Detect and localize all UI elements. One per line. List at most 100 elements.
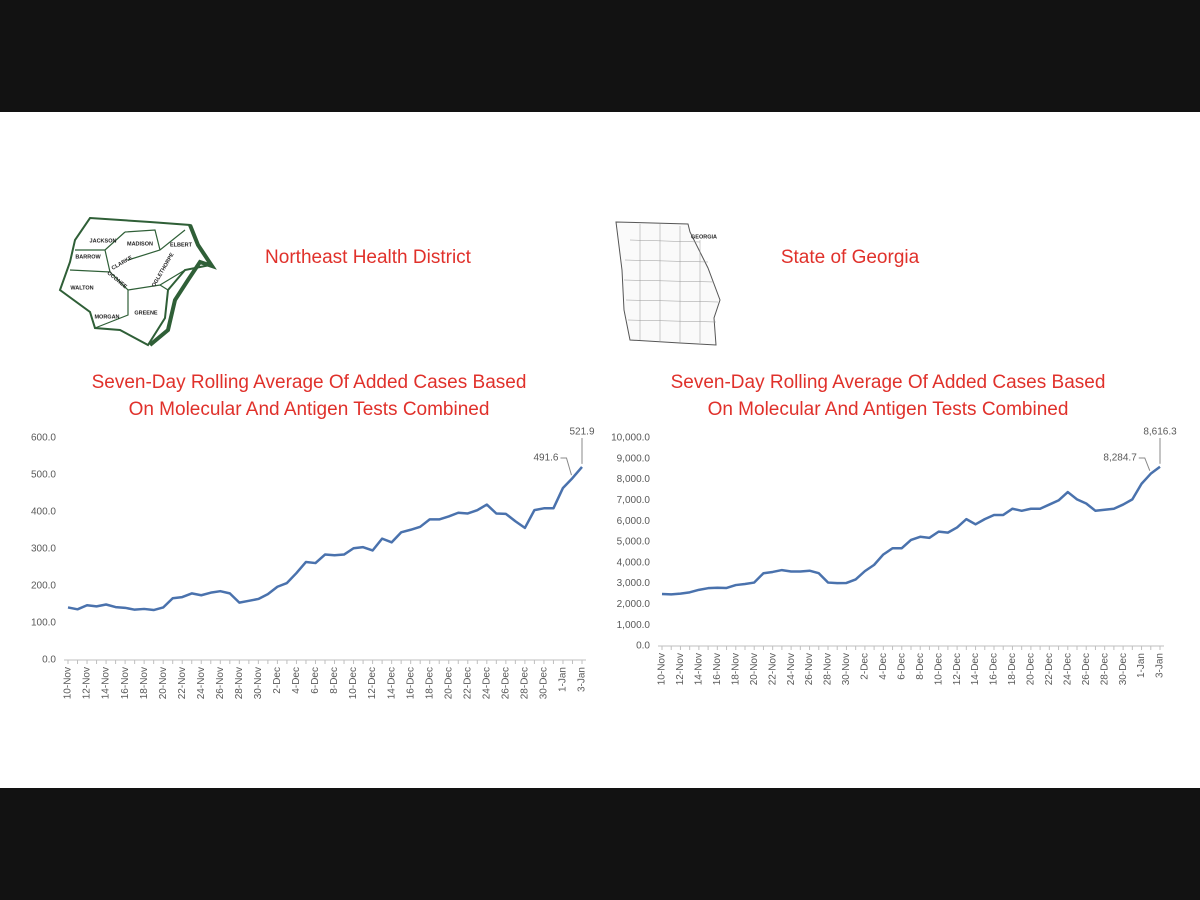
y-tick-label: 300.0 [31, 544, 56, 555]
x-tick-label: 26-Dec [500, 667, 511, 699]
y-tick-label: 0.0 [42, 655, 56, 666]
x-tick-label: 30-Nov [253, 667, 264, 699]
x-tick-label: 28-Dec [520, 667, 531, 699]
heading: State of Georgia [781, 247, 920, 268]
y-tick-label: 6,000.0 [617, 516, 651, 527]
y-tick-label: 500.0 [31, 470, 56, 481]
x-tick-label: 2-Dec [272, 667, 283, 694]
x-tick-label: 14-Nov [694, 653, 705, 685]
x-tick-label: 30-Dec [539, 667, 550, 699]
x-tick-label: 2-Dec [860, 653, 871, 680]
x-tick-label: 28-Nov [234, 667, 245, 699]
y-tick-label: 400.0 [31, 507, 56, 518]
y-tick-label: 100.0 [31, 618, 56, 629]
y-tick-label: 3,000.0 [617, 578, 651, 589]
y-tick-label: 0.0 [636, 641, 650, 652]
county-label: GREENE [134, 310, 158, 316]
chart-title: Seven-Day Rolling Average Of Added Cases… [92, 372, 527, 393]
series-line [67, 466, 583, 612]
x-tick-label: 14-Dec [386, 667, 397, 699]
district-map: JACKSON MADISON ELBERT BARROW CLARKE OCO… [58, 216, 217, 347]
x-tick-label: 6-Dec [310, 667, 321, 694]
x-tick-label: 16-Nov [120, 667, 131, 699]
x-tick-label: 24-Dec [481, 667, 492, 699]
x-tick-label: 14-Dec [970, 653, 981, 685]
chart: Seven-Day Rolling Average Of Added Cases… [611, 372, 1177, 685]
x-tick-label: 8-Dec [915, 653, 926, 680]
y-tick-label: 2,000.0 [617, 599, 651, 610]
georgia-map: GEORGIA [615, 221, 721, 346]
x-tick-label: 10-Dec [348, 667, 359, 699]
county-label: WALTON [70, 285, 93, 291]
county-label: MADISON [127, 241, 153, 247]
x-tick-label: 16-Dec [989, 653, 1000, 685]
x-tick-label: 18-Dec [424, 667, 435, 699]
x-tick-label: 8-Dec [329, 667, 340, 694]
x-tick-label: 24-Nov [196, 667, 207, 699]
map-label: GEORGIA [691, 234, 717, 240]
x-tick-label: 18-Nov [139, 667, 150, 699]
x-tick-label: 20-Nov [158, 667, 169, 699]
series-line [661, 465, 1161, 596]
chart-title: On Molecular And Antigen Tests Combined [129, 399, 490, 420]
data-label: 8,616.3 [1143, 427, 1177, 438]
y-tick-label: 10,000.0 [611, 433, 650, 444]
y-tick-label: 8,000.0 [617, 474, 651, 485]
x-tick-label: 4-Dec [291, 667, 302, 694]
y-tick-label: 9,000.0 [617, 453, 651, 464]
top-bar [0, 0, 1200, 112]
chart-title: On Molecular And Antigen Tests Combined [708, 399, 1069, 420]
heading: Northeast Health District [265, 247, 472, 268]
x-tick-label: 18-Dec [1007, 653, 1018, 685]
x-tick-label: 24-Nov [786, 653, 797, 685]
y-tick-label: 7,000.0 [617, 495, 651, 506]
x-tick-label: 26-Dec [1081, 653, 1092, 685]
y-tick-label: 4,000.0 [617, 557, 651, 568]
x-tick-label: 1-Jan [1136, 653, 1147, 678]
x-tick-label: 14-Nov [101, 667, 112, 699]
x-tick-label: 10-Nov [63, 667, 74, 699]
x-tick-label: 12-Nov [82, 667, 93, 699]
data-label: 8,284.7 [1103, 453, 1137, 464]
y-tick-label: 1,000.0 [617, 620, 651, 631]
county-label: BARROW [75, 254, 101, 260]
x-tick-label: 6-Dec [896, 653, 907, 680]
x-tick-label: 30-Dec [1118, 653, 1129, 685]
x-tick-label: 16-Nov [712, 653, 723, 685]
y-tick-label: 5,000.0 [617, 537, 651, 548]
leader-line [1138, 457, 1151, 471]
x-tick-label: 12-Nov [675, 653, 686, 685]
x-tick-label: 28-Dec [1099, 653, 1110, 685]
x-tick-label: 22-Nov [767, 653, 778, 685]
x-tick-label: 22-Dec [1044, 653, 1055, 685]
x-tick-label: 20-Dec [1026, 653, 1037, 685]
bottom-bar [0, 788, 1200, 900]
leader-line [560, 457, 572, 476]
y-tick-label: 200.0 [31, 581, 56, 592]
x-tick-label: 20-Nov [749, 653, 760, 685]
y-tick-label: 600.0 [31, 433, 56, 444]
county-label: JACKSON [90, 238, 117, 244]
x-tick-label: 22-Dec [462, 667, 473, 699]
x-tick-label: 10-Nov [657, 653, 668, 685]
x-tick-label: 26-Nov [215, 667, 226, 699]
x-tick-label: 24-Dec [1062, 653, 1073, 685]
x-tick-label: 20-Dec [443, 667, 454, 699]
x-tick-label: 18-Nov [730, 653, 741, 685]
county-label: MORGAN [94, 314, 119, 320]
county-label: ELBERT [170, 242, 193, 248]
x-tick-label: 16-Dec [405, 667, 416, 699]
x-tick-label: 3-Jan [577, 667, 588, 692]
x-tick-label: 30-Nov [841, 653, 852, 685]
x-tick-label: 12-Dec [952, 653, 963, 685]
x-tick-label: 10-Dec [933, 653, 944, 685]
x-tick-label: 28-Nov [823, 653, 834, 685]
x-tick-label: 4-Dec [878, 653, 889, 680]
x-tick-label: 26-Nov [804, 653, 815, 685]
data-label: 491.6 [533, 453, 558, 464]
data-label: 521.9 [569, 427, 594, 438]
x-tick-label: 3-Jan [1155, 653, 1166, 678]
chart: Seven-Day Rolling Average Of Added Cases… [31, 372, 595, 699]
x-tick-label: 12-Dec [367, 667, 378, 699]
